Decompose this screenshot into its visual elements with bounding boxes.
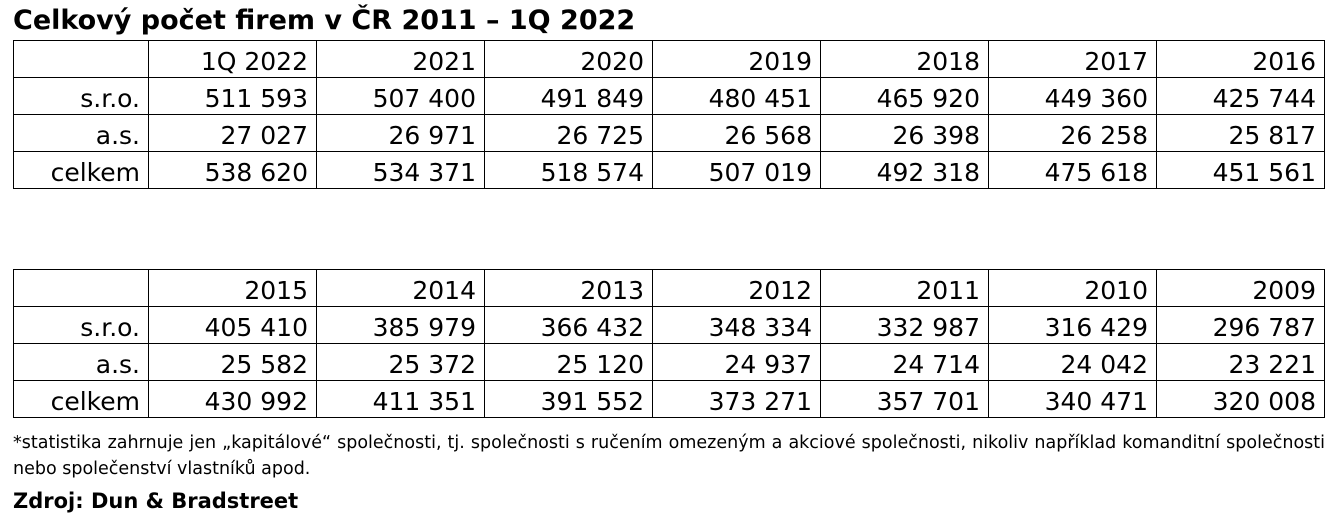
data-cell: 391 552 bbox=[484, 380, 653, 418]
header-cell-year: 1Q 2022 bbox=[148, 40, 317, 78]
table-row-as: a.s. 27 027 26 971 26 725 26 568 26 398 … bbox=[13, 114, 1325, 152]
data-cell: 26 258 bbox=[988, 114, 1157, 152]
data-cell: 385 979 bbox=[316, 306, 485, 344]
data-cell: 26 725 bbox=[484, 114, 653, 152]
footnote: *statistika zahrnuje jen „kapitálové“ sp… bbox=[13, 433, 1325, 479]
data-cell: 320 008 bbox=[1156, 380, 1325, 418]
table-row-as: a.s. 25 582 25 372 25 120 24 937 24 714 … bbox=[13, 343, 1325, 381]
data-cell: 507 400 bbox=[316, 77, 485, 115]
data-cell: 296 787 bbox=[1156, 306, 1325, 344]
data-cell: 357 701 bbox=[820, 380, 989, 418]
row-label: celkem bbox=[13, 151, 149, 189]
data-cell: 24 714 bbox=[820, 343, 989, 381]
row-label: a.s. bbox=[13, 343, 149, 381]
data-cell: 451 561 bbox=[1156, 151, 1325, 189]
data-cell: 507 019 bbox=[652, 151, 821, 189]
data-cell: 518 574 bbox=[484, 151, 653, 189]
data-cell: 25 582 bbox=[148, 343, 317, 381]
table-row-sro: s.r.o. 405 410 385 979 366 432 348 334 3… bbox=[13, 306, 1325, 344]
data-cell: 23 221 bbox=[1156, 343, 1325, 381]
data-cell: 491 849 bbox=[484, 77, 653, 115]
data-cell: 480 451 bbox=[652, 77, 821, 115]
data-cell: 348 334 bbox=[652, 306, 821, 344]
table-row-celkem: celkem 538 620 534 371 518 574 507 019 4… bbox=[13, 151, 1325, 189]
data-cell: 340 471 bbox=[988, 380, 1157, 418]
data-cell: 332 987 bbox=[820, 306, 989, 344]
data-cell: 492 318 bbox=[820, 151, 989, 189]
data-cell: 24 937 bbox=[652, 343, 821, 381]
header-cell-year: 2021 bbox=[316, 40, 485, 78]
header-cell-year: 2010 bbox=[988, 269, 1157, 307]
companies-table-2016-2022: 1Q 2022 2021 2020 2019 2018 2017 2016 s.… bbox=[13, 40, 1325, 189]
header-cell-year: 2012 bbox=[652, 269, 821, 307]
data-cell: 26 971 bbox=[316, 114, 485, 152]
table-header-row: 1Q 2022 2021 2020 2019 2018 2017 2016 bbox=[13, 40, 1325, 78]
data-cell: 25 817 bbox=[1156, 114, 1325, 152]
table-header-row: 2015 2014 2013 2012 2011 2010 2009 bbox=[13, 269, 1325, 307]
data-cell: 405 410 bbox=[148, 306, 317, 344]
header-cell-year: 2016 bbox=[1156, 40, 1325, 78]
header-cell-year: 2020 bbox=[484, 40, 653, 78]
data-cell: 27 027 bbox=[148, 114, 317, 152]
companies-table-2009-2015: 2015 2014 2013 2012 2011 2010 2009 s.r.o… bbox=[13, 269, 1325, 418]
data-cell: 449 360 bbox=[988, 77, 1157, 115]
row-label: s.r.o. bbox=[13, 306, 149, 344]
header-cell-year: 2015 bbox=[148, 269, 317, 307]
data-cell: 25 120 bbox=[484, 343, 653, 381]
header-cell-empty bbox=[13, 40, 149, 78]
source-note: Zdroj: Dun & Bradstreet bbox=[13, 489, 299, 513]
data-cell: 534 371 bbox=[316, 151, 485, 189]
data-cell: 26 398 bbox=[820, 114, 989, 152]
data-cell: 425 744 bbox=[1156, 77, 1325, 115]
data-cell: 511 593 bbox=[148, 77, 317, 115]
table-row-sro: s.r.o. 511 593 507 400 491 849 480 451 4… bbox=[13, 77, 1325, 115]
row-label: a.s. bbox=[13, 114, 149, 152]
header-cell-year: 2018 bbox=[820, 40, 989, 78]
row-label: s.r.o. bbox=[13, 77, 149, 115]
data-cell: 475 618 bbox=[988, 151, 1157, 189]
header-cell-year: 2014 bbox=[316, 269, 485, 307]
header-cell-year: 2019 bbox=[652, 40, 821, 78]
data-cell: 25 372 bbox=[316, 343, 485, 381]
data-cell: 26 568 bbox=[652, 114, 821, 152]
header-cell-year: 2017 bbox=[988, 40, 1157, 78]
header-cell-year: 2009 bbox=[1156, 269, 1325, 307]
data-cell: 373 271 bbox=[652, 380, 821, 418]
header-cell-year: 2011 bbox=[820, 269, 989, 307]
data-cell: 366 432 bbox=[484, 306, 653, 344]
table-row-celkem: celkem 430 992 411 351 391 552 373 271 3… bbox=[13, 380, 1325, 418]
data-cell: 538 620 bbox=[148, 151, 317, 189]
header-cell-empty bbox=[13, 269, 149, 307]
data-cell: 465 920 bbox=[820, 77, 989, 115]
data-cell: 24 042 bbox=[988, 343, 1157, 381]
data-cell: 411 351 bbox=[316, 380, 485, 418]
data-cell: 430 992 bbox=[148, 380, 317, 418]
data-cell: 316 429 bbox=[988, 306, 1157, 344]
page-title: Celkový počet firem v ČR 2011 – 1Q 2022 bbox=[13, 5, 636, 36]
header-cell-year: 2013 bbox=[484, 269, 653, 307]
row-label: celkem bbox=[13, 380, 149, 418]
